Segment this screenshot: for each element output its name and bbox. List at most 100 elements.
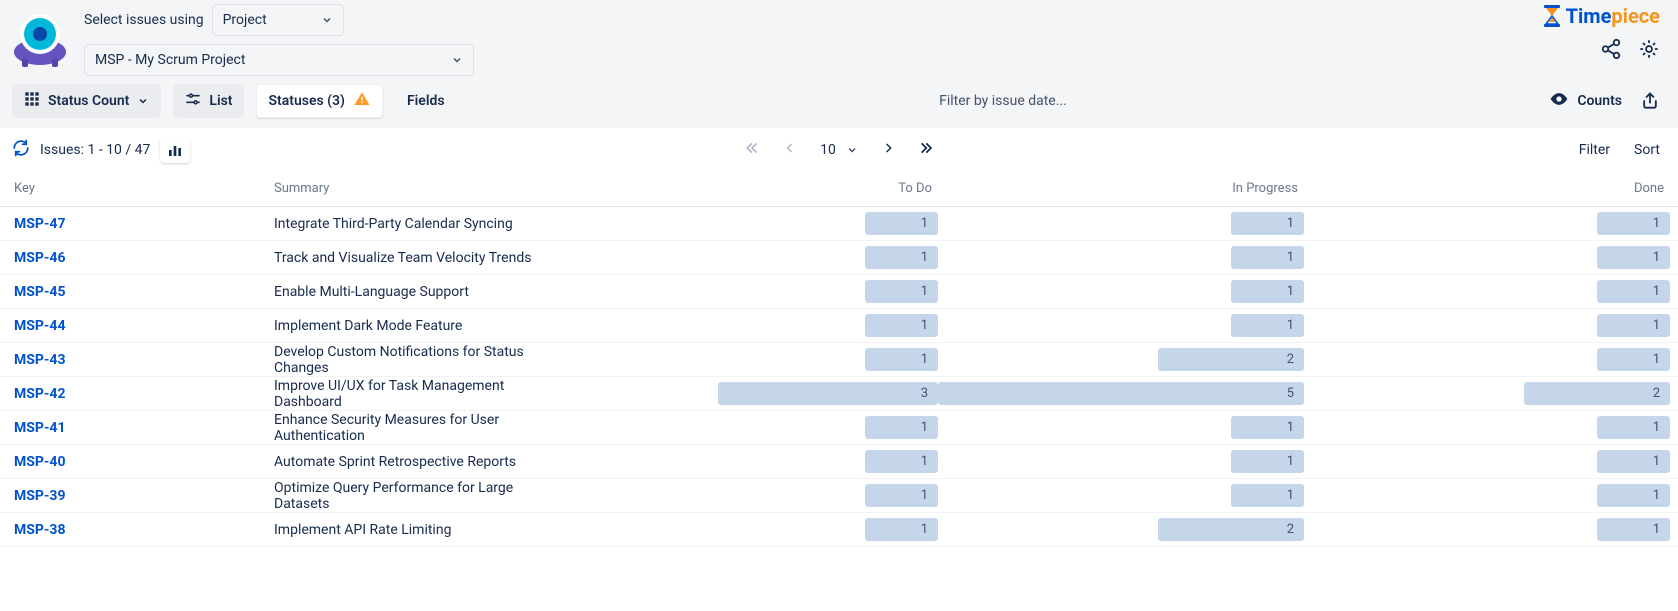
- page-size-value: 10: [820, 142, 836, 158]
- cell-key: MSP-47: [0, 207, 260, 241]
- cell-summary: Track and Visualize Team Velocity Trends: [260, 241, 580, 275]
- cell-todo: 1: [580, 309, 946, 343]
- table-row: MSP-42 Improve UI/UX for Task Management …: [0, 377, 1678, 411]
- cell-in-progress: 1: [946, 411, 1312, 445]
- cell-summary: Develop Custom Notifications for Status …: [260, 343, 580, 377]
- cell-todo: 1: [580, 275, 946, 309]
- col-todo[interactable]: To Do: [580, 171, 946, 207]
- issue-link[interactable]: MSP-44: [14, 318, 65, 334]
- sort-button[interactable]: Sort: [1634, 142, 1660, 158]
- gear-icon[interactable]: [1638, 38, 1660, 64]
- hourglass-icon: [1542, 5, 1562, 27]
- table-row: MSP-38Implement API Rate Limiting121: [0, 513, 1678, 547]
- status-count-label: Status Count: [48, 93, 129, 109]
- issue-link[interactable]: MSP-43: [14, 352, 65, 368]
- refresh-icon[interactable]: [12, 139, 30, 161]
- page-size-select[interactable]: 10: [820, 142, 858, 158]
- cell-key: MSP-42: [0, 377, 260, 411]
- grid-icon: [24, 91, 40, 111]
- value-bar: 1: [865, 314, 938, 337]
- cell-summary: Optimize Query Performance for Large Dat…: [260, 479, 580, 513]
- chart-button[interactable]: [160, 137, 190, 163]
- issue-link[interactable]: MSP-47: [14, 216, 65, 232]
- value-bar: 1: [1231, 484, 1304, 507]
- cell-key: MSP-43: [0, 343, 260, 377]
- warning-icon: [353, 90, 371, 112]
- cell-done: 1: [1312, 445, 1678, 479]
- brand-text-piece: piece: [1611, 4, 1660, 28]
- statuses-button[interactable]: Statuses (3): [256, 84, 382, 118]
- pager-first-icon[interactable]: [746, 141, 760, 159]
- table-row: MSP-39 Optimize Query Performance for Lar…: [0, 479, 1678, 513]
- issue-link[interactable]: MSP-45: [14, 284, 65, 300]
- issue-source-select[interactable]: Project: [212, 4, 344, 36]
- statuses-label: Statuses (3): [268, 93, 344, 109]
- cell-summary: Integrate Third-Party Calendar Syncing: [260, 207, 580, 241]
- value-bar: 1: [865, 348, 938, 371]
- cell-todo: 1: [580, 207, 946, 241]
- list-button[interactable]: List: [173, 84, 244, 118]
- cell-summary: Improve UI/UX for Task Management Dashbo…: [260, 377, 580, 411]
- cell-key: MSP-39: [0, 479, 260, 513]
- filter-button[interactable]: Filter: [1579, 142, 1610, 158]
- col-summary[interactable]: Summary: [260, 171, 580, 207]
- export-icon[interactable]: [1640, 91, 1660, 111]
- cell-key: MSP-41: [0, 411, 260, 445]
- cell-todo: 1: [580, 513, 946, 547]
- cell-summary: Automate Sprint Retrospective Reports: [260, 445, 580, 479]
- cell-todo: 1: [580, 479, 946, 513]
- cell-todo: 1: [580, 445, 946, 479]
- sub-bar: Issues: 1 - 10 / 47 10 Filter Sort: [0, 129, 1678, 171]
- pager-next-icon[interactable]: [882, 142, 894, 158]
- cell-summary: Enhance Security Measures for User Authe…: [260, 411, 580, 445]
- value-bar: 1: [865, 280, 938, 303]
- issue-link[interactable]: MSP-42: [14, 386, 65, 402]
- cell-key: MSP-44: [0, 309, 260, 343]
- filter-by-date[interactable]: Filter by issue date...: [939, 93, 1067, 109]
- col-done[interactable]: Done: [1312, 171, 1678, 207]
- issue-source-value: Project: [223, 12, 267, 28]
- top-left-controls: Select issues using Project MSP - My Scr…: [84, 4, 474, 76]
- chevron-down-icon: [321, 14, 333, 26]
- col-key[interactable]: Key: [0, 171, 260, 207]
- cell-done: 1: [1312, 275, 1678, 309]
- sliders-icon: [185, 91, 201, 111]
- cell-in-progress: 1: [946, 445, 1312, 479]
- table-row: MSP-40 Automate Sprint Retrospective Repo…: [0, 445, 1678, 479]
- counts-toggle[interactable]: Counts: [1549, 89, 1622, 113]
- pager-prev-icon[interactable]: [784, 142, 796, 158]
- cell-in-progress: 1: [946, 207, 1312, 241]
- brand-logo: Timepiece: [1542, 4, 1660, 28]
- fields-button[interactable]: Fields: [395, 84, 457, 118]
- select-issues-label: Select issues using: [84, 12, 204, 28]
- cell-done: 1: [1312, 207, 1678, 241]
- value-bar: 1: [1597, 416, 1670, 439]
- project-select[interactable]: MSP - My Scrum Project: [84, 44, 474, 76]
- cell-key: MSP-40: [0, 445, 260, 479]
- share-icon[interactable]: [1600, 38, 1622, 64]
- value-bar: 5: [938, 382, 1304, 405]
- value-bar: 1: [1231, 246, 1304, 269]
- chevron-down-icon: [451, 54, 463, 66]
- brand-text-ime: ime: [1578, 4, 1611, 28]
- value-bar: 1: [865, 416, 938, 439]
- value-bar: 2: [1524, 382, 1670, 405]
- issues-range-label: Issues: 1 - 10 / 47: [40, 142, 150, 158]
- issue-link[interactable]: MSP-41: [14, 420, 65, 436]
- pager-last-icon[interactable]: [918, 141, 932, 159]
- issue-link[interactable]: MSP-40: [14, 454, 65, 470]
- value-bar: 1: [1597, 280, 1670, 303]
- cell-done: 1: [1312, 411, 1678, 445]
- bar-chart-icon: [167, 142, 183, 158]
- chevron-down-icon: [846, 144, 858, 156]
- value-bar: 1: [1597, 484, 1670, 507]
- issue-link[interactable]: MSP-46: [14, 250, 65, 266]
- issue-link[interactable]: MSP-38: [14, 522, 65, 538]
- status-count-dropdown[interactable]: Status Count: [12, 84, 161, 118]
- table-header-row: Key Summary To Do In Progress Done: [0, 171, 1678, 207]
- pager: 10: [746, 141, 932, 159]
- issue-link[interactable]: MSP-39: [14, 488, 65, 504]
- col-in-progress[interactable]: In Progress: [946, 171, 1312, 207]
- value-bar: 1: [1231, 314, 1304, 337]
- cell-todo: 3: [580, 377, 946, 411]
